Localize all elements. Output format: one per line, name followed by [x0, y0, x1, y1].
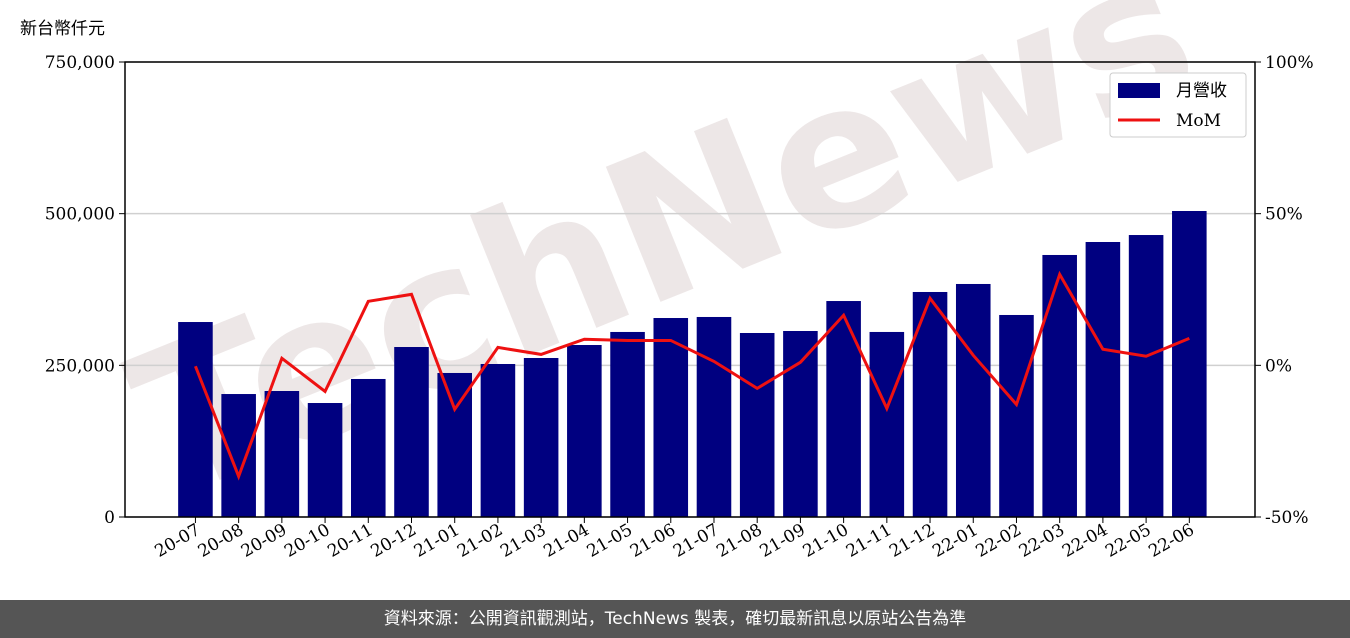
legend-swatch [1118, 83, 1160, 98]
bar [869, 331, 905, 517]
bar [351, 378, 386, 517]
x-tick-label: 21-01 [411, 520, 463, 562]
x-tick-label: 21-07 [670, 520, 722, 562]
bar [1172, 210, 1207, 518]
x-tick-label: 20-10 [281, 520, 333, 562]
y-axis-label: 新台幣仟元 [20, 19, 105, 39]
y-tick-label: 0 [104, 508, 115, 528]
x-tick-label: 22-05 [1102, 520, 1154, 562]
bar [696, 316, 732, 517]
y-tick-label: 250,000 [45, 356, 115, 376]
bar [264, 390, 300, 517]
legend-label: MoM [1176, 111, 1221, 131]
bar [1128, 235, 1164, 517]
x-tick-label: 20-09 [238, 520, 290, 562]
chart: 新台幣仟元 TechNews0250,000500,000750,000-50%… [20, 0, 1314, 562]
y2-tick-label: 100% [1265, 53, 1314, 73]
bar [1042, 254, 1077, 518]
bar [394, 347, 429, 517]
bar [437, 372, 472, 517]
x-tick-label: 20-11 [324, 520, 376, 562]
line [194, 270, 1190, 481]
footer: 資料來源：公開資訊觀測站，TechNews 製表，確切最新訊息以原站公告為準 [0, 600, 1350, 638]
x-tick-label: 21-11 [843, 520, 895, 562]
x-tick-label: 22-01 [929, 520, 981, 562]
x-tick-label: 21-02 [454, 520, 506, 562]
x-tick-label: 21-10 [800, 520, 852, 562]
y2-tick-label: 0% [1265, 356, 1292, 376]
bar [610, 331, 645, 517]
plot-frame [124, 61, 1256, 518]
bar [999, 314, 1034, 517]
bar [826, 301, 861, 517]
x-tick-label: 21-03 [497, 520, 549, 562]
bar [783, 330, 818, 517]
y-tick-label: 500,000 [45, 205, 115, 225]
bar [739, 332, 775, 517]
x-tick-label: 22-06 [1145, 520, 1197, 562]
x-tick-label: 22-02 [973, 520, 1025, 562]
x-tick-label: 21-09 [756, 520, 808, 562]
bar [523, 357, 559, 517]
x-tick-label: 20-12 [368, 520, 420, 562]
x-tick-label: 21-04 [540, 520, 592, 562]
x-tick-label: 22-04 [1059, 520, 1111, 562]
y2-tick-label: 50% [1265, 205, 1303, 225]
y-tick-label: 750,000 [45, 53, 115, 73]
x-tick-label: 21-12 [886, 520, 938, 562]
bar [567, 345, 602, 517]
x-tick-label: 21-06 [627, 520, 679, 562]
x-tick-label: 21-05 [584, 520, 636, 562]
x-tick-label: 22-03 [1016, 520, 1068, 562]
bar [307, 403, 343, 517]
bar [1085, 241, 1121, 518]
legend-label: 月營收 [1176, 81, 1227, 101]
bar [955, 283, 991, 517]
y2-tick-label: -50% [1265, 508, 1309, 528]
bar [653, 318, 689, 517]
bar [178, 322, 213, 517]
x-tick-label: 21-08 [713, 520, 765, 562]
x-tick-label: 20-07 [151, 520, 203, 562]
bar [221, 394, 256, 517]
bar [480, 363, 516, 517]
